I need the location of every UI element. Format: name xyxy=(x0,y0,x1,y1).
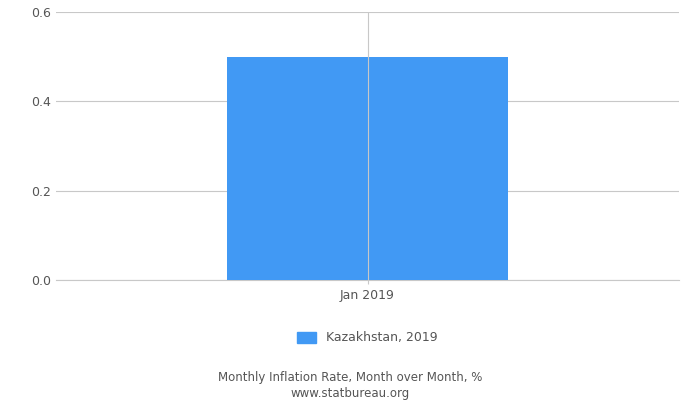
Legend: Kazakhstan, 2019: Kazakhstan, 2019 xyxy=(293,326,442,350)
Bar xyxy=(228,57,508,280)
Text: Monthly Inflation Rate, Month over Month, %: Monthly Inflation Rate, Month over Month… xyxy=(218,372,482,384)
Text: www.statbureau.org: www.statbureau.org xyxy=(290,388,410,400)
